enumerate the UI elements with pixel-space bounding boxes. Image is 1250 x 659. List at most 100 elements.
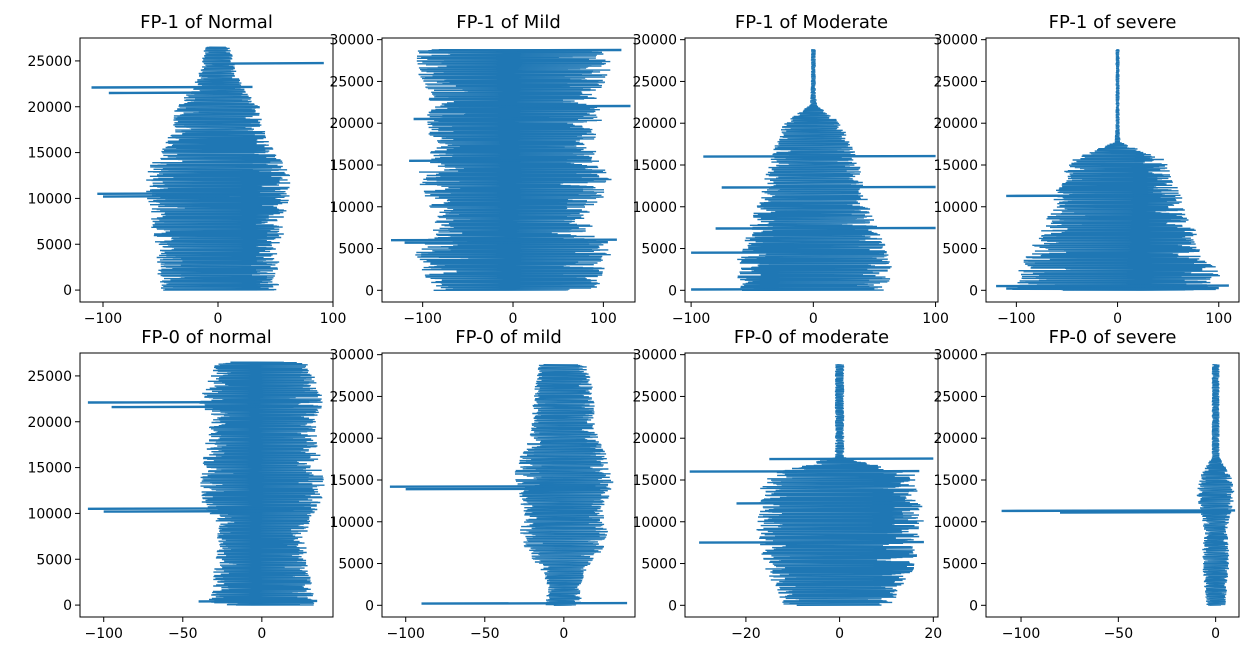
series-trace: [756, 364, 924, 606]
y-tick-label: 10000: [329, 515, 374, 531]
y-tick-label: 20000: [933, 116, 978, 132]
subplot-3: −100 0 100 0 5000 10000 15000 20000 25000 30000 FP…: [632, 12, 948, 327]
axes-frame: [684, 37, 939, 303]
spike-5: [691, 287, 875, 291]
subplot-4: −100 0 100 0 5000 10000 15000 20000 25000 30000 FP…: [933, 12, 1240, 327]
y-tick-label: 0: [365, 598, 374, 614]
spike-3: [715, 226, 936, 230]
x-tick-label: −20: [731, 626, 761, 642]
y-tick-label: 15000: [933, 473, 978, 489]
subplot-2: −100 0 100 0 5000 10000 15000 20000 25000 30000 FP…: [329, 12, 636, 327]
axes-frame: [684, 352, 939, 618]
spike-3: [413, 117, 550, 121]
y-tick-label: 0: [668, 598, 677, 614]
spike-2: [736, 501, 910, 505]
spike-1: [87, 400, 310, 404]
spike-5: [198, 599, 318, 603]
subplot-title: FP-0 of moderate: [734, 327, 889, 348]
x-tick-label: 0: [509, 311, 518, 327]
subplot-title: FP-0 of mild: [455, 327, 562, 348]
y-tick-label: 0: [969, 283, 978, 299]
x-tick-label: 20: [924, 626, 942, 642]
subplot-title: FP-0 of normal: [141, 327, 272, 348]
x-tick-label: −100: [997, 311, 1035, 327]
y-tick-label: 0: [969, 598, 978, 614]
y-tick-label: 20000: [632, 116, 677, 132]
spike-3: [87, 507, 302, 510]
x-tick-label: 100: [922, 311, 949, 327]
axes-frame: [985, 37, 1240, 303]
x-tick-label: −100: [84, 311, 122, 327]
subplot-title: FP-0 of severe: [1049, 327, 1177, 348]
y-tick-label: 15000: [329, 158, 374, 174]
axes-frame: [985, 352, 1240, 618]
series-trace: [415, 49, 612, 291]
y-tick-label: 10000: [27, 506, 72, 522]
y-tick-label: 25000: [27, 54, 72, 70]
y-tick-label: 30000: [632, 348, 677, 364]
y-tick-label: 25000: [329, 74, 374, 90]
subplot-5: −100 −50 0 0 5000 10000 15000 20000 25000 FP-0 of…: [27, 327, 334, 642]
spike-1: [212, 61, 324, 65]
y-tick-label: 5000: [36, 552, 72, 568]
spike-1: [1001, 509, 1236, 513]
series-trace: [146, 46, 291, 291]
subplot-8: −100 −50 0 0 5000 10000 15000 20000 25000 30000 FP…: [933, 327, 1240, 642]
y-tick-label: 10000: [27, 191, 72, 207]
y-tick-label: 30000: [329, 348, 374, 364]
spike-5: [390, 238, 617, 242]
x-tick-label: −50: [470, 626, 500, 642]
x-tick-label: 0: [559, 626, 568, 642]
y-tick-label: 15000: [632, 158, 677, 174]
y-tick-label: 15000: [329, 473, 374, 489]
series-trace: [1012, 49, 1220, 291]
x-tick-label: −100: [403, 311, 441, 327]
y-tick-label: 30000: [933, 33, 978, 49]
y-tick-label: 10000: [632, 200, 677, 216]
y-tick-label: 25000: [329, 389, 374, 405]
spike-2: [405, 487, 588, 491]
y-tick-label: 30000: [632, 33, 677, 49]
spike-2: [1059, 510, 1232, 514]
spike-1: [431, 48, 622, 52]
y-tick-label: 20000: [329, 116, 374, 132]
y-tick-label: 0: [365, 283, 374, 299]
spike-4: [103, 509, 294, 513]
subplot-title: FP-1 of Moderate: [735, 12, 888, 33]
y-tick-label: 25000: [632, 74, 677, 90]
y-tick-label: 5000: [942, 557, 978, 573]
y-tick-label: 20000: [329, 431, 374, 447]
spike-4: [97, 192, 242, 195]
spike-1: [689, 469, 920, 473]
x-tick-label: −100: [1002, 626, 1040, 642]
y-tick-label: 15000: [27, 461, 72, 477]
x-tick-label: −100: [386, 626, 424, 642]
spike-1: [389, 485, 596, 488]
spike-3: [1006, 286, 1219, 290]
spike-2: [721, 185, 936, 189]
y-tick-label: 5000: [641, 557, 677, 573]
x-tick-label: −50: [168, 626, 198, 642]
spike-3: [108, 91, 228, 95]
y-tick-label: 25000: [632, 389, 677, 405]
spike-1: [703, 154, 936, 158]
x-tick-label: 100: [320, 311, 347, 327]
subplot-6: −100 −50 0 0 5000 10000 15000 20000 25000 30000 FP…: [329, 327, 636, 642]
spike-4: [769, 457, 934, 461]
axes-frame: [79, 352, 334, 618]
y-tick-label: 25000: [933, 74, 978, 90]
y-tick-label: 5000: [641, 242, 677, 258]
y-tick-label: 20000: [27, 415, 72, 431]
y-tick-label: 20000: [27, 100, 72, 116]
spike-5: [102, 194, 230, 198]
x-tick-label: 100: [1205, 311, 1232, 327]
spike-4: [409, 159, 568, 162]
subplot-1: −100 0 100 0 5000 10000 15000 20000 25000 FP-1 of…: [27, 12, 346, 327]
subplot-title: FP-1 of Mild: [456, 12, 561, 33]
y-tick-label: 5000: [338, 557, 374, 573]
x-tick-label: 0: [809, 311, 818, 327]
series-trace: [737, 49, 892, 291]
spike-2: [458, 104, 631, 108]
spike-3: [421, 601, 628, 605]
